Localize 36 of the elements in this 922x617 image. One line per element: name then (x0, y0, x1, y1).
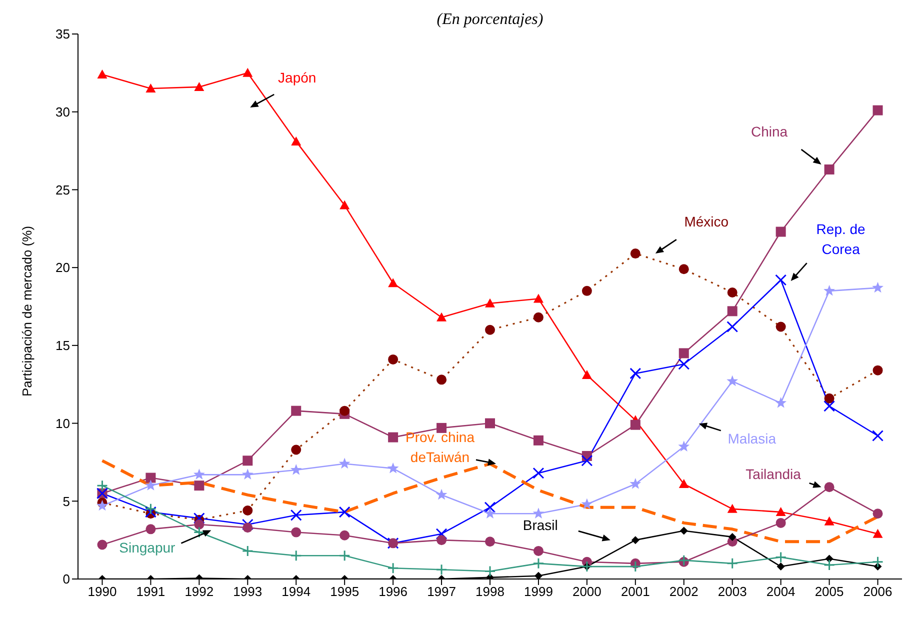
y-tick-label: 10 (56, 416, 70, 431)
y-tick-label: 30 (56, 104, 70, 120)
y-tick-label: 35 (56, 26, 70, 42)
x-tick-label: 1991 (136, 584, 166, 600)
text: China (750, 123, 788, 140)
x-tick-label: 1996 (378, 584, 408, 600)
y-axis-title: Participación de mercado (%) (20, 226, 35, 396)
x-tick-label: 2003 (718, 584, 747, 600)
x-tick-label: 1998 (476, 584, 504, 600)
x-tick-label: 2005 (814, 584, 844, 600)
text: México (684, 214, 729, 230)
x-tick-label: 1999 (524, 584, 553, 600)
x-tick-label: 1995 (330, 584, 360, 600)
x-tick-label: 1990 (88, 584, 117, 600)
series-label: Prov. china deTaiwán (406, 428, 475, 465)
x-tick-label: 2006 (863, 584, 892, 600)
y-tick-label: 0 (62, 572, 70, 587)
x-tick-label: 2002 (669, 584, 698, 600)
text: Rep. de Corea (816, 221, 866, 258)
y-tick-label: 15 (56, 338, 70, 354)
x-tick-label: 2001 (620, 584, 650, 600)
series-label: Japón (278, 69, 316, 86)
y-tick-label: 5 (62, 494, 70, 509)
chart-subtitle: (En porcentajes) (436, 11, 544, 28)
x-tick-label: 2004 (766, 584, 796, 600)
x-tick-label: 1993 (233, 584, 262, 600)
series-label: Malasia (728, 430, 776, 447)
y-tick-label: 20 (56, 260, 70, 276)
series-label: Singapur (119, 539, 176, 556)
x-tick-label: 1992 (184, 584, 214, 600)
series-label: Tailandia (746, 466, 802, 482)
text: Brasil (522, 517, 558, 534)
x-tick-label: 2000 (572, 584, 602, 600)
x-tick-label: 1994 (282, 584, 311, 600)
y-tick-label: 25 (56, 182, 70, 198)
x-tick-label: 1997 (427, 584, 456, 600)
